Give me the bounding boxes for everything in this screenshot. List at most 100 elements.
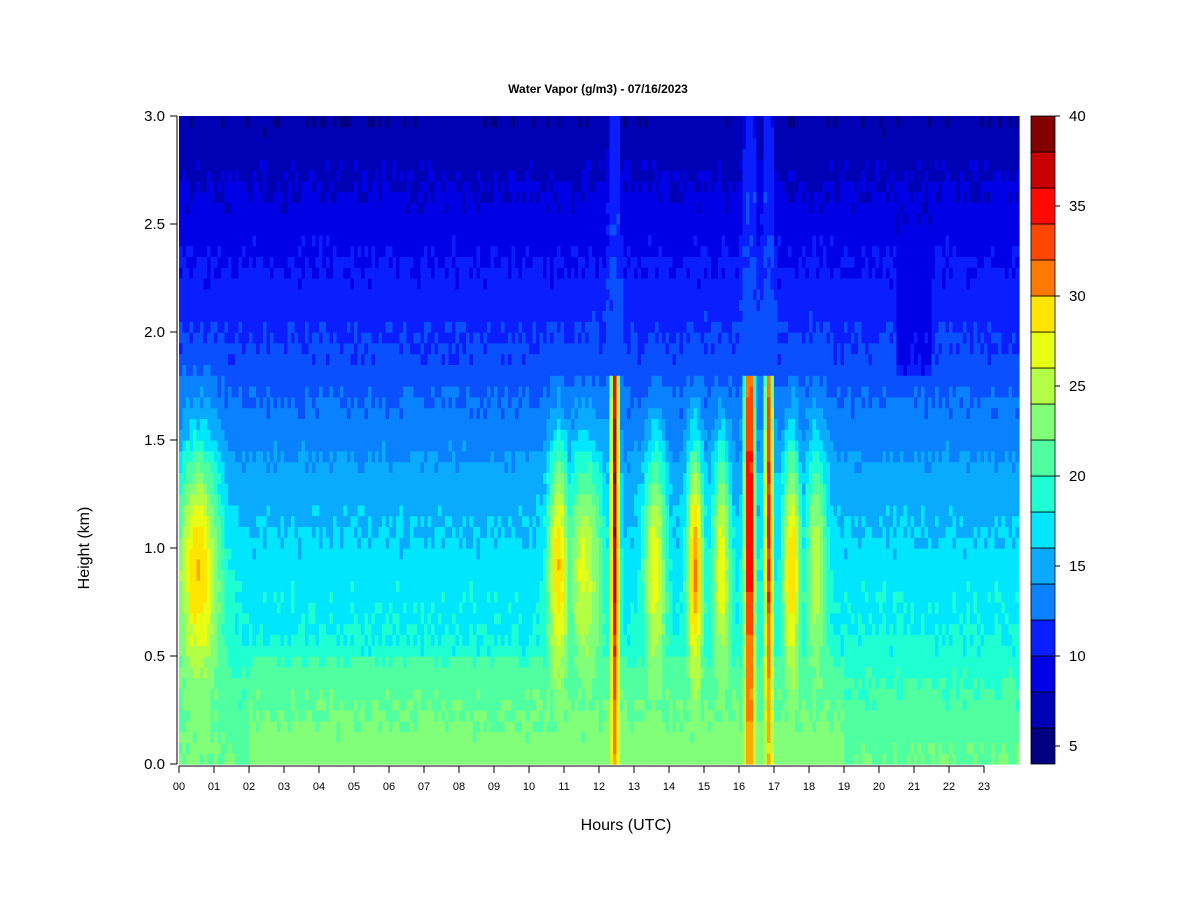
heatmap-cell xyxy=(350,461,355,473)
heatmap-cell xyxy=(224,472,229,484)
heatmap-cell xyxy=(413,116,418,128)
heatmap-cell xyxy=(413,645,418,657)
heatmap-cell xyxy=(291,137,296,149)
heatmap-cell xyxy=(203,526,208,538)
heatmap-cell xyxy=(385,472,390,484)
heatmap-cell xyxy=(343,429,348,441)
heatmap-cell xyxy=(403,245,408,257)
heatmap-cell xyxy=(459,310,464,322)
heatmap-cell xyxy=(378,170,383,182)
heatmap-cell xyxy=(273,288,278,301)
heatmap-cell xyxy=(354,731,359,743)
heatmap-cell xyxy=(343,224,348,236)
heatmap-cell xyxy=(441,742,446,754)
heatmap-cell xyxy=(340,580,345,592)
heatmap-cell xyxy=(396,418,401,430)
heatmap-cell xyxy=(308,310,313,322)
heatmap-cell xyxy=(403,407,408,419)
heatmap-cell xyxy=(445,753,450,765)
heatmap-cell xyxy=(312,418,317,430)
heatmap-cell xyxy=(424,515,429,527)
heatmap-cell xyxy=(245,116,250,128)
heatmap-cell xyxy=(200,591,205,603)
heatmap-cell xyxy=(256,407,261,419)
heatmap-cell xyxy=(326,656,331,668)
heatmap-cell xyxy=(186,256,191,268)
heatmap-cell xyxy=(347,494,352,506)
heatmap-cell xyxy=(273,126,278,139)
heatmap-cell xyxy=(326,461,331,473)
heatmap-cell xyxy=(354,666,359,679)
heatmap-cell xyxy=(466,310,471,322)
heatmap-cell xyxy=(427,526,432,538)
heatmap-cell xyxy=(221,720,226,733)
heatmap-cell xyxy=(382,731,387,743)
heatmap-cell xyxy=(368,526,373,538)
heatmap-cell xyxy=(284,720,289,733)
heatmap-cell xyxy=(238,569,243,581)
heatmap-cell xyxy=(375,375,380,387)
heatmap-cell xyxy=(354,170,359,182)
heatmap-cell xyxy=(392,461,397,473)
heatmap-cell xyxy=(322,332,327,344)
heatmap-cell xyxy=(249,148,254,160)
heatmap-cell xyxy=(343,170,348,182)
heatmap-cell xyxy=(305,569,310,581)
heatmap-cell xyxy=(319,299,324,311)
heatmap-cell xyxy=(298,342,303,355)
heatmap-cell xyxy=(291,342,296,355)
heatmap-cell xyxy=(357,645,362,657)
heatmap-cell xyxy=(368,213,373,225)
heatmap-cell xyxy=(427,126,432,139)
heatmap-cell xyxy=(424,364,429,376)
heatmap-cell xyxy=(382,267,387,279)
heatmap-cell xyxy=(385,256,390,268)
heatmap-cell xyxy=(431,126,436,139)
heatmap-cell xyxy=(189,278,194,290)
heatmap-cell xyxy=(284,202,289,214)
heatmap-cell xyxy=(256,612,261,625)
heatmap-cell xyxy=(361,483,366,495)
heatmap-cell xyxy=(312,688,317,700)
heatmap-cell xyxy=(350,191,355,203)
heatmap-cell xyxy=(371,742,376,754)
heatmap-cell xyxy=(329,191,334,203)
heatmap-cell xyxy=(431,440,436,452)
heatmap-cell xyxy=(382,202,387,214)
heatmap-cell xyxy=(242,602,247,614)
heatmap-cell xyxy=(336,688,341,700)
heatmap-cell xyxy=(396,116,401,128)
heatmap-cell xyxy=(420,418,425,430)
heatmap-cell xyxy=(420,278,425,290)
heatmap-cell xyxy=(382,396,387,409)
heatmap-cell xyxy=(263,666,268,679)
heatmap-cell xyxy=(207,472,212,484)
heatmap-cell xyxy=(249,353,254,365)
heatmap-cell xyxy=(259,321,264,333)
heatmap-cell xyxy=(462,548,467,560)
heatmap-cell xyxy=(389,321,394,333)
heatmap-cell xyxy=(410,515,415,527)
heatmap-cell xyxy=(221,234,226,247)
heatmap-cell xyxy=(242,483,247,495)
heatmap-cell xyxy=(238,472,243,484)
heatmap-cell xyxy=(179,159,184,171)
heatmap-cell xyxy=(270,353,275,365)
heatmap-cell xyxy=(287,656,292,668)
heatmap-cell xyxy=(224,299,229,311)
heatmap-cell xyxy=(378,688,383,700)
heatmap-cell xyxy=(273,753,278,765)
heatmap-cell xyxy=(371,170,376,182)
heatmap-cell xyxy=(382,569,387,581)
heatmap-cell xyxy=(252,213,257,225)
heatmap-cell xyxy=(273,483,278,495)
heatmap-cell xyxy=(308,699,313,711)
heatmap-cell xyxy=(252,375,257,387)
heatmap-cell xyxy=(399,321,404,333)
heatmap-cell xyxy=(431,634,436,646)
heatmap-cell xyxy=(277,224,282,236)
heatmap-cell xyxy=(214,699,219,711)
heatmap-cell xyxy=(270,612,275,625)
heatmap-cell xyxy=(221,569,226,581)
heatmap-cell xyxy=(448,440,453,452)
